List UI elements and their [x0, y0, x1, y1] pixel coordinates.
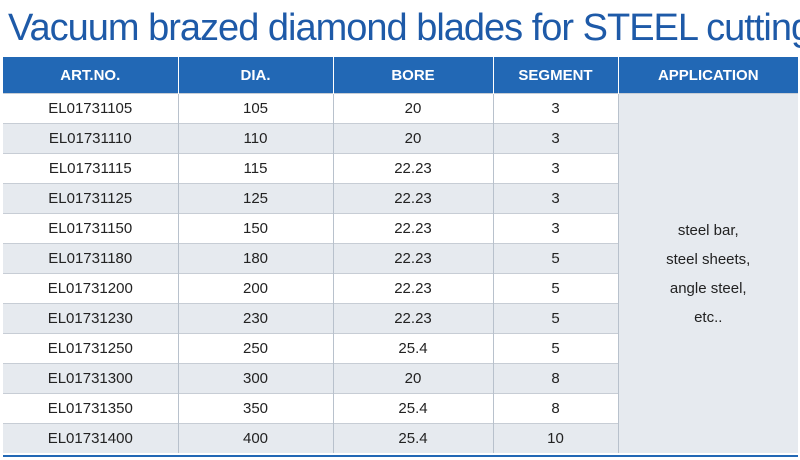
cell-art-no: EL01731200 [3, 273, 178, 304]
cell-segment: 5 [492, 333, 618, 364]
application-line: steel sheets, [666, 250, 751, 268]
cell-segment: 10 [492, 423, 618, 453]
cell-bore: 22.23 [332, 273, 493, 304]
cell-bore: 22.23 [332, 183, 493, 214]
header-art-no: ART.NO. [3, 57, 178, 94]
cell-art-no: EL01731125 [3, 183, 178, 214]
cell-art-no: EL01731250 [3, 333, 178, 364]
cell-segment: 8 [492, 363, 618, 394]
table-row: EL01731110 110 20 3 [3, 123, 798, 154]
cell-bore: 25.4 [332, 393, 493, 424]
table-row: EL01731400 400 25.4 10 [3, 423, 798, 453]
table-row: EL01731105 105 20 3 steel bar, steel sheets, a… [3, 93, 798, 453]
cell-dia: 400 [177, 423, 333, 453]
cell-dia: 115 [177, 153, 333, 184]
cell-bore: 25.4 [332, 333, 493, 364]
cell-bore: 22.23 [332, 153, 493, 184]
cell-art-no: EL01731115 [3, 153, 178, 184]
cell-art-no: EL01731105 [3, 93, 178, 124]
cell-segment: 5 [492, 303, 618, 334]
cell-dia: 110 [177, 123, 333, 154]
spec-table-container: ART.NO. DIA. BORE SEGMENT APPLICATION EL… [3, 57, 798, 453]
table-row: EL01731180 180 22.23 5 [3, 243, 798, 274]
table-bottom-rule [3, 455, 798, 457]
cell-art-no: EL01731230 [3, 303, 178, 334]
application-line: angle steel, [669, 279, 747, 297]
table-row: EL01731350 350 25.4 8 [3, 393, 798, 424]
table-row: EL01731230 230 22.23 5 [3, 303, 798, 334]
header-bore: BORE [332, 57, 493, 94]
cell-segment: 5 [492, 273, 618, 304]
cell-dia: 180 [177, 243, 333, 274]
spec-table: ART.NO. DIA. BORE SEGMENT APPLICATION EL… [3, 57, 798, 453]
cell-bore: 22.23 [332, 303, 493, 334]
cell-segment: 3 [492, 183, 618, 214]
cell-segment: 3 [492, 153, 618, 184]
table-row: EL01731300 300 20 8 [3, 363, 798, 394]
cell-art-no: EL01731400 [3, 423, 178, 453]
table-row: EL01731125 125 22.23 3 [3, 183, 798, 214]
table-row: EL01731115 115 22.23 3 [3, 153, 798, 184]
cell-dia: 230 [177, 303, 333, 334]
application-line: steel bar, [677, 221, 739, 239]
cell-segment: 5 [492, 243, 618, 274]
cell-bore: 20 [332, 363, 493, 394]
cell-bore: 22.23 [332, 213, 493, 244]
table-header-row: ART.NO. DIA. BORE SEGMENT APPLICATION [3, 57, 798, 94]
header-dia: DIA. [177, 57, 333, 94]
cell-segment: 8 [492, 393, 618, 424]
cell-dia: 350 [177, 393, 333, 424]
cell-art-no: EL01731180 [3, 243, 178, 274]
cell-art-no: EL01731350 [3, 393, 178, 424]
header-application: APPLICATION [617, 57, 798, 94]
table-row: EL01731200 200 22.23 5 [3, 273, 798, 304]
cell-segment: 3 [492, 213, 618, 244]
cell-art-no: EL01731300 [3, 363, 178, 394]
cell-bore: 20 [332, 123, 493, 154]
table-body: EL01731105 105 20 3 steel bar, steel sheets, a… [3, 93, 798, 453]
page-title: Vacuum brazed diamond blades for STEEL c… [8, 7, 800, 49]
table-row: EL01731250 250 25.4 5 [3, 333, 798, 364]
table-row: EL01731150 150 22.23 3 [3, 213, 798, 244]
cell-bore: 22.23 [332, 243, 493, 274]
cell-segment: 3 [492, 93, 618, 124]
cell-application: steel bar, steel sheets, angle steel, etc.. [617, 93, 798, 453]
header-segment: SEGMENT [492, 57, 618, 94]
application-line: etc.. [694, 308, 723, 326]
cell-bore: 20 [332, 93, 493, 124]
cell-dia: 300 [177, 363, 333, 394]
cell-dia: 150 [177, 213, 333, 244]
cell-art-no: EL01731110 [3, 123, 178, 154]
cell-dia: 105 [177, 93, 333, 124]
cell-art-no: EL01731150 [3, 213, 178, 244]
cell-dia: 250 [177, 333, 333, 364]
cell-bore: 25.4 [332, 423, 493, 453]
cell-dia: 125 [177, 183, 333, 214]
cell-segment: 3 [492, 123, 618, 154]
cell-dia: 200 [177, 273, 333, 304]
